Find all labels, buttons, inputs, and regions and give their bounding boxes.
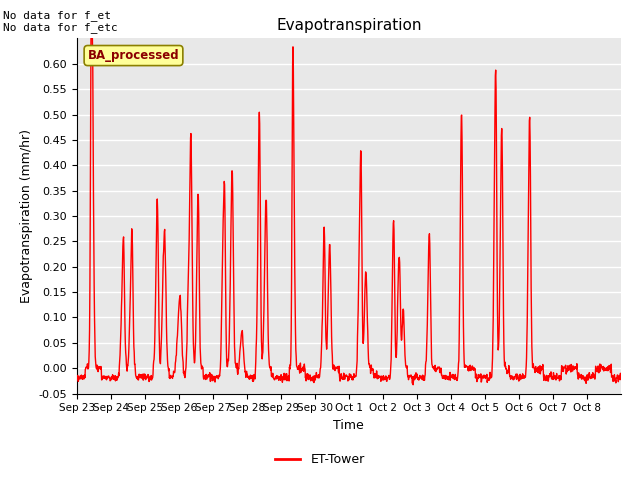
Y-axis label: Evapotranspiration (mm/hr): Evapotranspiration (mm/hr) bbox=[20, 129, 33, 303]
Title: Evapotranspiration: Evapotranspiration bbox=[276, 18, 422, 33]
Legend: ET-Tower: ET-Tower bbox=[270, 448, 370, 471]
X-axis label: Time: Time bbox=[333, 419, 364, 432]
Text: No data for f_et
No data for f_etc: No data for f_et No data for f_etc bbox=[3, 10, 118, 33]
Text: BA_processed: BA_processed bbox=[88, 49, 179, 62]
